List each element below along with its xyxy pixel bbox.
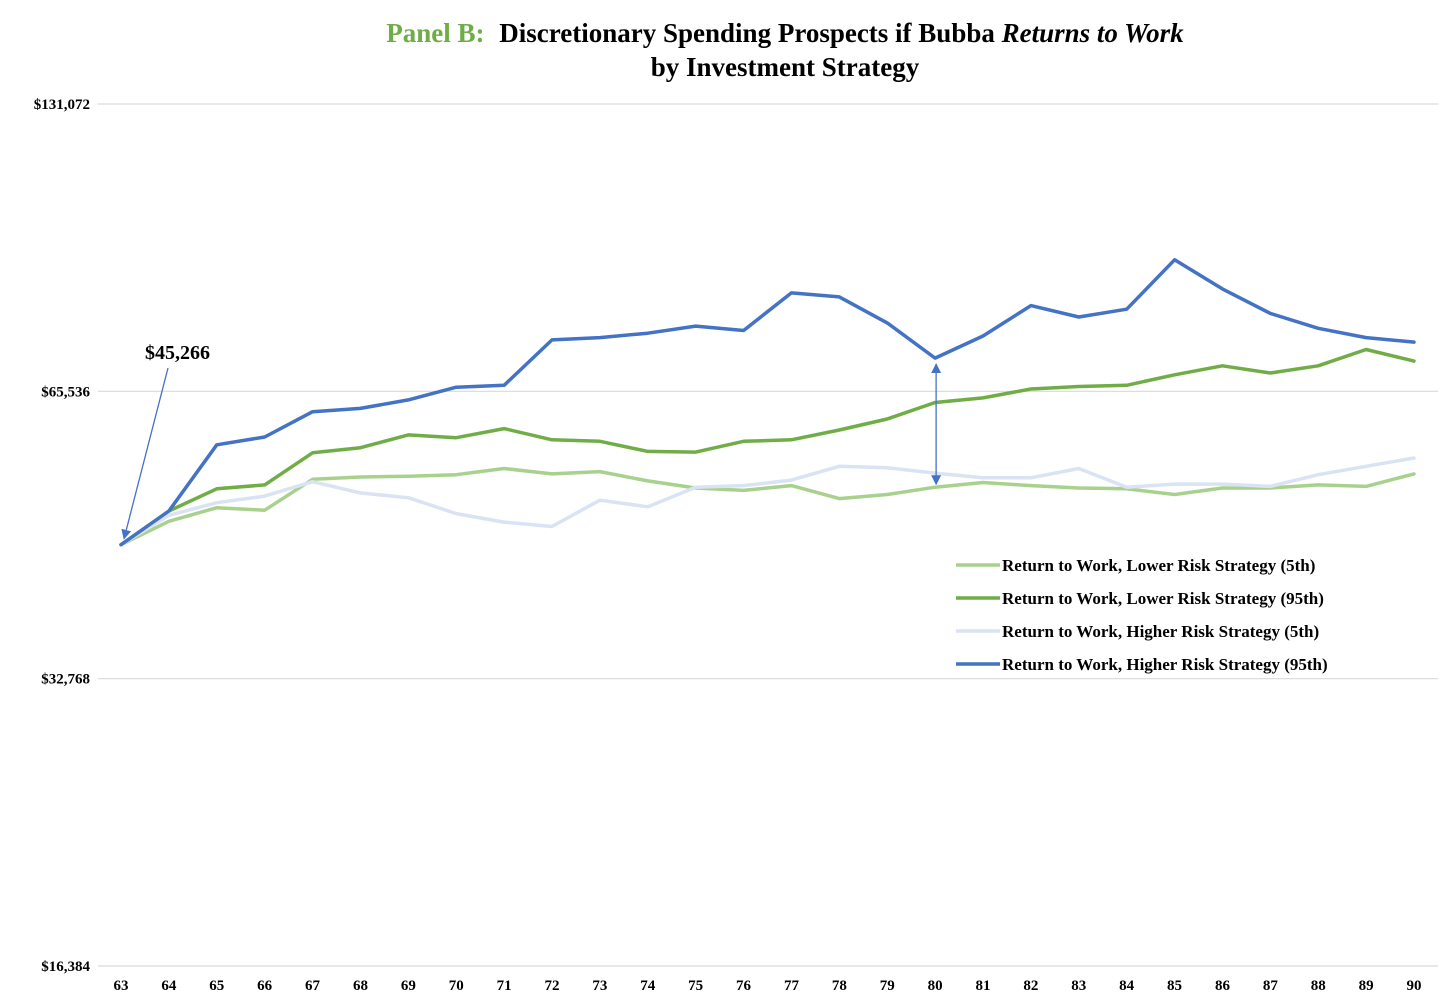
x-tick-label: 88: [1311, 978, 1326, 994]
x-tick-label: 85: [1167, 978, 1182, 994]
x-tick-label: 70: [449, 978, 464, 994]
x-tick-label: 79: [880, 978, 895, 994]
y-axis-tick-labels: $16,384 $32,768 $65,536 $131,072: [34, 97, 91, 975]
legend-label-3: Return to Work, Higher Risk Strategy (5t…: [1002, 622, 1319, 641]
x-tick-label: 73: [592, 978, 607, 994]
legend: Return to Work, Lower Risk Strategy (5th…: [956, 556, 1328, 674]
x-tick-label: 90: [1407, 978, 1422, 994]
series-line-3: [119, 456, 1416, 547]
x-axis-tick-labels: 63 64 65 66 67 68 69 70 71 72 73 74 75 76 77 78 79 80 81 82…: [114, 978, 1422, 994]
x-tick-label: 68: [353, 978, 368, 994]
x-tick-label: 83: [1071, 978, 1086, 994]
y-tick-label: $65,536: [41, 384, 90, 400]
x-tick-label: 71: [497, 978, 512, 994]
x-tick-label: 89: [1359, 978, 1374, 994]
start-value-annotation: $45,266: [145, 342, 210, 364]
x-tick-label: 77: [784, 978, 800, 994]
x-tick-label: 69: [401, 978, 416, 994]
chart-title-main: Discretionary Spending Prospects if Bubb…: [499, 18, 1001, 48]
x-tick-label: 86: [1215, 978, 1231, 994]
x-tick-label: 76: [736, 978, 752, 994]
y-tick-label: $16,384: [41, 959, 90, 975]
gridlines: [98, 103, 1438, 967]
x-tick-label: 78: [832, 978, 847, 994]
x-tick-label: 81: [976, 978, 991, 994]
series-line-1: [119, 466, 1416, 547]
x-tick-label: 74: [640, 978, 656, 994]
series-lines: [119, 258, 1416, 547]
x-tick-label: 75: [688, 978, 703, 994]
x-tick-label: 66: [257, 978, 273, 994]
series-line-4: [119, 258, 1416, 547]
legend-label-2: Return to Work, Lower Risk Strategy (95t…: [1002, 589, 1324, 608]
chart-title: Panel B: Discretionary Spending Prospect…: [386, 18, 1184, 48]
y-tick-label: $32,768: [41, 672, 90, 688]
x-tick-label: 72: [545, 978, 560, 994]
chart-subtitle: by Investment Strategy: [651, 52, 920, 82]
series-line-2: [119, 347, 1416, 547]
x-tick-label: 67: [305, 978, 321, 994]
start-value-arrow: [121, 367, 169, 540]
chart-title-prefix: Panel B:: [386, 18, 484, 48]
x-tick-label: 87: [1263, 978, 1279, 994]
x-tick-label: 82: [1023, 978, 1038, 994]
x-tick-label: 80: [928, 978, 943, 994]
x-tick-label: 65: [209, 978, 224, 994]
chart-title-italic: Returns to Work: [1001, 18, 1185, 48]
legend-label-4: Return to Work, Higher Risk Strategy (95…: [1002, 655, 1328, 674]
x-tick-label: 84: [1119, 978, 1135, 994]
legend-label-1: Return to Work, Lower Risk Strategy (5th…: [1002, 556, 1315, 575]
x-tick-label: 63: [114, 978, 129, 994]
x-tick-label: 64: [161, 978, 177, 994]
y-tick-label: $131,072: [34, 97, 90, 113]
